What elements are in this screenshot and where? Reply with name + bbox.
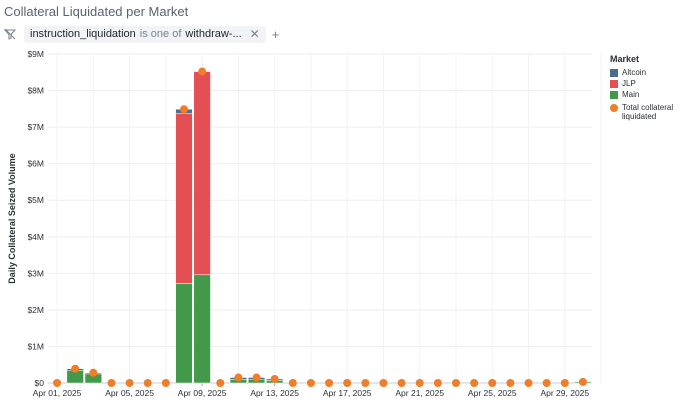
legend-item-total[interactable]: Total collateral liquidated [610, 103, 684, 121]
y-tick-label: $6M [27, 159, 44, 169]
legend-label-jlp: JLP [622, 79, 636, 88]
bar-jlp [175, 112, 193, 284]
total-point [452, 379, 460, 387]
y-tick-label: $1M [27, 341, 44, 351]
close-icon[interactable]: ✕ [249, 27, 260, 41]
total-point [343, 379, 352, 387]
bar-main [175, 283, 193, 384]
total-point [180, 105, 188, 114]
x-tick-label: Apr 17, 2025 [323, 388, 372, 398]
legend-swatch-altcoin [610, 69, 618, 77]
total-point [161, 379, 170, 387]
total-point [107, 379, 116, 387]
legend-item-main[interactable]: Main [610, 90, 684, 99]
bar-jlp [193, 71, 211, 276]
total-point [325, 379, 334, 387]
total-point [216, 379, 225, 387]
total-point [125, 379, 134, 387]
legend-item-jlp[interactable]: JLP [610, 79, 684, 88]
total-point [234, 373, 243, 382]
legend-dot-total [610, 104, 618, 112]
y-tick-label: $2M [27, 305, 44, 315]
total-point [433, 379, 442, 387]
total-point [198, 67, 207, 76]
total-point [542, 379, 551, 387]
plus-icon[interactable]: + [271, 26, 280, 42]
total-point [506, 379, 515, 387]
y-tick-label: $9M [27, 49, 44, 59]
total-point [488, 379, 497, 387]
y-tick-label: $7M [27, 122, 44, 132]
legend-label-altcoin: Altcoin [622, 68, 647, 77]
x-tick-label: Apr 13, 2025 [250, 388, 299, 398]
total-point [379, 379, 388, 387]
x-tick-label: Apr 01, 2025 [33, 388, 82, 398]
filter-bar: instruction_liquidation is one of withdr… [3, 25, 280, 43]
total-point [252, 373, 261, 382]
legend-swatch-main [610, 91, 618, 99]
total-point [524, 379, 533, 387]
total-point [560, 379, 569, 387]
total-point [288, 379, 297, 387]
x-tick-label: Apr 21, 2025 [395, 388, 444, 398]
legend-swatch-jlp [610, 80, 618, 88]
total-point [470, 379, 479, 387]
total-point [361, 379, 370, 387]
filter-operator: is one of [139, 28, 182, 40]
legend-label-main: Main [622, 90, 640, 99]
total-point [306, 379, 315, 387]
y-tick-label: $8M [27, 86, 44, 96]
total-point [415, 379, 424, 387]
bar-main [193, 274, 211, 384]
legend-item-altcoin[interactable]: Altcoin [610, 68, 684, 77]
y-tick-label: $4M [27, 232, 44, 242]
chart-title: Collateral Liquidated per Market [4, 4, 189, 19]
total-point [71, 364, 80, 373]
x-tick-label: Apr 09, 2025 [178, 388, 227, 398]
filter-icon[interactable] [3, 28, 17, 40]
filter-chip[interactable]: instruction_liquidation is one of withdr… [24, 25, 266, 43]
filter-value[interactable]: withdraw-... [185, 28, 242, 40]
y-tick-label: $0 [35, 378, 45, 388]
x-tick-label: Apr 29, 2025 [540, 388, 589, 398]
total-point [270, 374, 279, 383]
x-tick-label: Apr 05, 2025 [105, 388, 154, 398]
filter-field: instruction_liquidation [30, 28, 136, 40]
y-axis-label: Daily Collateral Seized Volume [7, 153, 17, 283]
total-point [89, 368, 98, 377]
total-point [53, 379, 62, 387]
legend-title: Market [610, 54, 640, 64]
y-tick-label: $3M [27, 268, 44, 278]
total-point [143, 379, 152, 387]
y-tick-label: $5M [27, 195, 44, 205]
total-point [578, 377, 587, 386]
legend: Market Altcoin JLP Main Total collateral… [610, 54, 684, 123]
legend-label-total: Total collateral liquidated [622, 103, 674, 121]
x-tick-label: Apr 25, 2025 [468, 388, 517, 398]
total-point [397, 379, 406, 387]
